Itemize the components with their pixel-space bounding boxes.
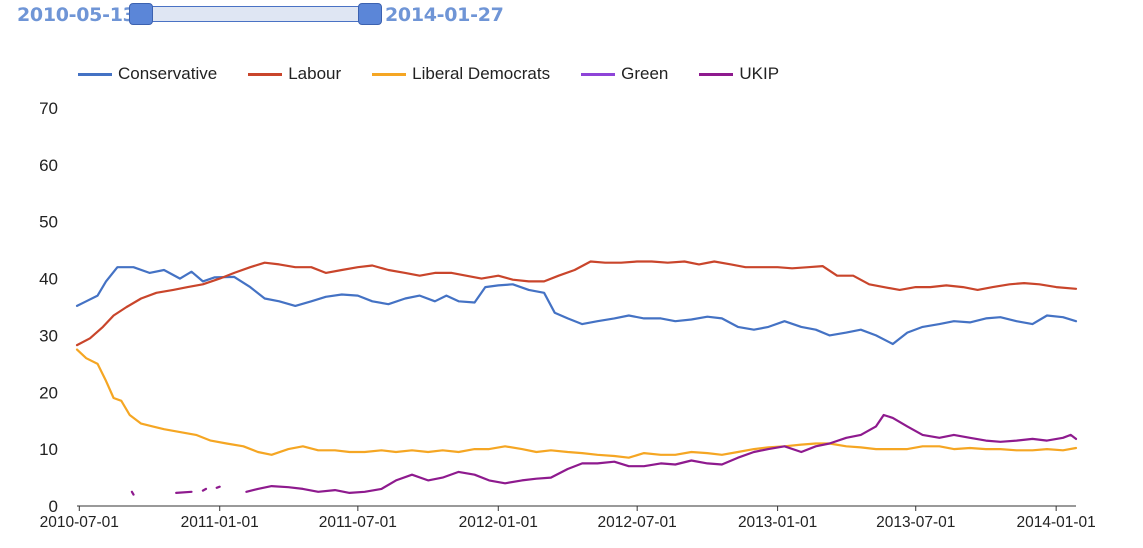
x-tick-label-2011-01-01: 2011-01-01 — [181, 514, 259, 531]
legend-swatch-liberal-democrats — [372, 72, 407, 76]
y-tick-label-30: 30 — [39, 326, 58, 345]
y-tick-label-50: 50 — [39, 213, 58, 232]
x-tick-label-2011-07-01: 2011-07-01 — [319, 514, 397, 531]
legend-item-conservative[interactable]: Conservative — [78, 64, 217, 84]
legend-label-green: Green — [621, 64, 669, 83]
y-tick-label-60: 60 — [39, 156, 58, 175]
line-chart: 0 10 20 30 40 50 60 70 2010-07-01 2011-01-01 2011-… — [39, 99, 1096, 531]
series-line-conservative — [75, 266, 1078, 346]
range-end-handle[interactable] — [358, 3, 382, 25]
x-tick-label-2013-01-01: 2013-01-01 — [738, 514, 817, 531]
legend-swatch-green — [581, 72, 616, 76]
x-tick-label-2012-07-01: 2012-07-01 — [598, 514, 677, 531]
x-tick-label-2012-01-01: 2012-01-01 — [459, 514, 538, 531]
legend-item-labour[interactable]: Labour — [248, 64, 341, 84]
y-tick-label-70: 70 — [39, 99, 58, 118]
legend-swatch-conservative — [78, 72, 112, 76]
x-tick-label-2014-01-01: 2014-01-01 — [1017, 514, 1096, 531]
range-start-handle[interactable] — [129, 3, 153, 25]
series-line-liberal-democrats — [75, 348, 1078, 459]
y-tick-label-40: 40 — [39, 270, 58, 289]
range-track[interactable] — [130, 6, 382, 22]
date-range-slider: 2010-05-13 2014-01-27 — [0, 0, 520, 32]
range-start-label: 2010-05-13 — [17, 4, 136, 26]
legend-swatch-labour — [248, 72, 283, 76]
y-tick-label-10: 10 — [39, 440, 58, 459]
chart-legend: Conservative Labour Liberal Democrats Gr… — [78, 64, 810, 84]
legend-label-liberal-democrats: Liberal Democrats — [412, 64, 551, 83]
series-line-labour — [75, 260, 1078, 347]
legend-item-ukip[interactable]: UKIP — [699, 64, 779, 84]
legend-swatch-ukip — [699, 72, 734, 76]
range-end-label: 2014-01-27 — [385, 4, 504, 26]
legend-label-labour: Labour — [288, 64, 342, 83]
y-tick-label-20: 20 — [39, 383, 58, 402]
series-line-ukip — [130, 413, 1078, 496]
y-tick-label-0: 0 — [49, 497, 58, 516]
legend-label-ukip: UKIP — [739, 64, 780, 83]
legend-label-conservative: Conservative — [118, 64, 218, 83]
legend-item-green[interactable]: Green — [581, 64, 668, 84]
x-tick-label-2010-07-01: 2010-07-01 — [40, 514, 119, 531]
x-tick-label-2013-07-01: 2013-07-01 — [876, 514, 955, 531]
legend-item-liberal-democrats[interactable]: Liberal Democrats — [372, 64, 550, 84]
